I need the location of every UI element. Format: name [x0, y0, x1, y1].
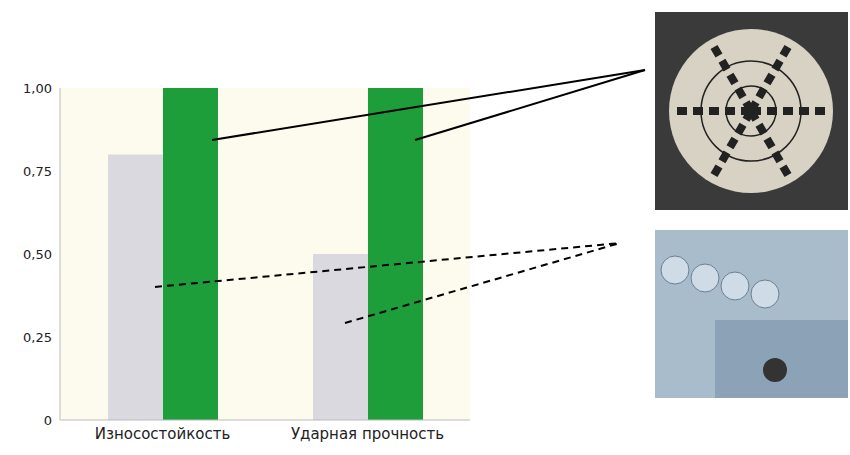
svg-text:1,00: 1,00 — [23, 81, 52, 96]
svg-text:0,75: 0,75 — [23, 164, 52, 179]
svg-text:Ударная прочность: Ударная прочность — [291, 425, 444, 443]
svg-text:0,25: 0,25 — [23, 330, 52, 345]
svg-text:Износостойкость: Износостойкость — [95, 425, 231, 443]
svg-text:0,50: 0,50 — [23, 247, 52, 262]
svg-text:0: 0 — [44, 413, 52, 428]
